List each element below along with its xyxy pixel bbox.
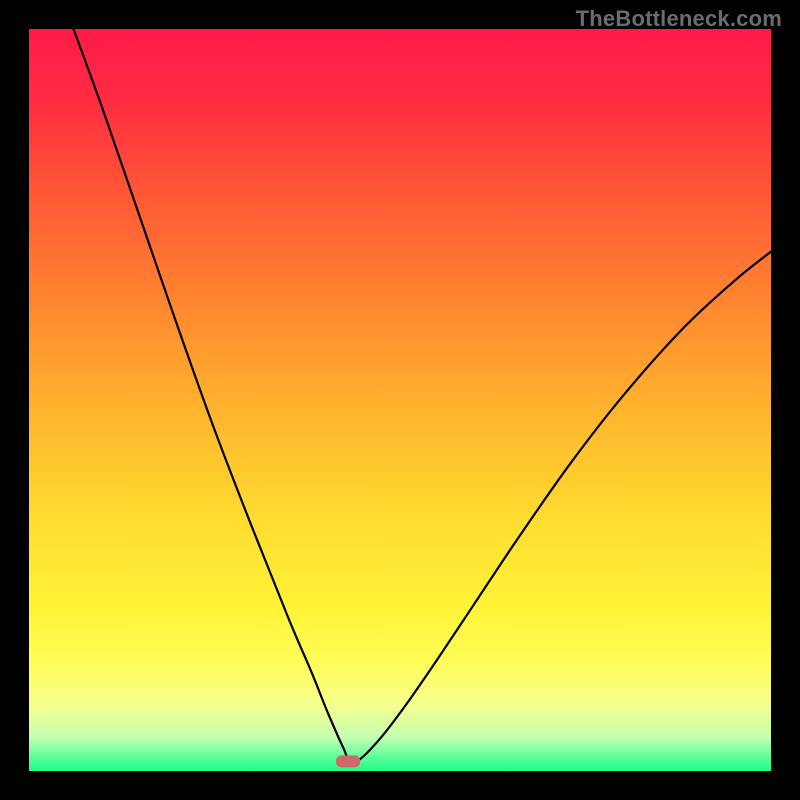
chart-svg: [29, 29, 771, 771]
vertex-marker: [336, 755, 360, 767]
chart-frame: { "watermark": { "text": "TheBottleneck.…: [0, 0, 800, 800]
gradient-background: [29, 29, 771, 771]
bottleneck-chart: [29, 29, 771, 771]
